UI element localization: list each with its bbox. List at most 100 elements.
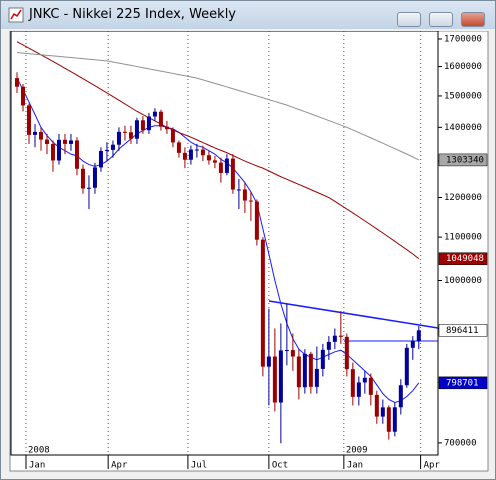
candle-body <box>356 382 361 397</box>
candle-body <box>104 149 109 151</box>
price-tag <box>438 252 488 265</box>
moving-average <box>16 41 420 260</box>
plot-frame <box>10 31 439 456</box>
candle-body <box>380 407 385 417</box>
price-tag-label: 1303340 <box>446 155 484 165</box>
candle-body <box>176 142 181 153</box>
candle-body <box>188 149 193 160</box>
x-tick-label: Jul <box>191 461 207 471</box>
title-bar: JNKC - Nikkei 225 Index, Weekly <box>1 1 495 29</box>
candle-body <box>290 350 295 357</box>
price-tag <box>438 153 488 167</box>
y-tick-label: 1000000 <box>444 276 482 286</box>
x-tick-label: Apr <box>111 461 128 471</box>
candle-body <box>80 168 85 189</box>
candle-body <box>86 187 91 189</box>
candle-body <box>404 347 409 386</box>
candle-body <box>182 152 187 160</box>
y-tick-label: 1500000 <box>444 91 482 101</box>
y-tick-label: 1700000 <box>444 34 482 44</box>
candle-body <box>98 150 103 168</box>
trend-line <box>268 300 439 329</box>
candle-body <box>368 377 373 395</box>
candle-body <box>56 139 61 161</box>
candle-body <box>134 120 139 139</box>
candle-body <box>152 111 157 117</box>
candle-body <box>386 407 391 432</box>
candle-body <box>260 239 265 367</box>
candle-body <box>212 160 217 163</box>
candle-body <box>284 350 289 352</box>
price-tag <box>438 324 488 337</box>
candle-body <box>26 105 31 135</box>
candle-body <box>116 131 121 145</box>
candle-body <box>416 330 421 342</box>
candle-body <box>68 140 73 144</box>
close-button[interactable] <box>461 12 485 27</box>
candle-body <box>110 144 115 150</box>
moving-average <box>16 77 420 403</box>
candle-body <box>314 368 319 387</box>
candle-body <box>350 369 355 397</box>
app-icon <box>8 7 24 23</box>
price-tag-label: 896411 <box>446 326 479 336</box>
candle-body <box>170 129 175 143</box>
candle-body <box>362 377 367 383</box>
candle-body <box>158 111 163 127</box>
moving-average <box>16 52 420 161</box>
year-label: 2008 <box>28 446 50 456</box>
price-tag <box>438 376 488 390</box>
candle-body <box>38 131 43 140</box>
candle-body <box>74 140 79 169</box>
candle-body <box>224 158 229 173</box>
y-tick-label: 1600000 <box>444 62 482 72</box>
year-label: 2009 <box>346 446 368 456</box>
candle-body <box>230 158 235 190</box>
candle-body <box>14 78 19 87</box>
price-tag-label: 798701 <box>446 378 479 388</box>
candle-body <box>248 200 253 202</box>
y-tick-label: 1200000 <box>444 193 482 203</box>
trend-lines <box>268 300 439 342</box>
candle-body <box>398 385 403 408</box>
candle-body <box>122 131 127 133</box>
candle-body <box>326 341 331 350</box>
minimize-button[interactable] <box>397 12 421 27</box>
candle-body <box>410 341 415 348</box>
candle-body <box>272 356 277 403</box>
candle-body <box>206 155 211 161</box>
x-tick-label: Jan <box>29 461 45 471</box>
candle-body <box>92 167 97 188</box>
y-tick-label: 1100000 <box>444 233 482 243</box>
x-tick-label: Jan <box>347 461 363 471</box>
candle-body <box>140 120 145 131</box>
candle-body <box>44 139 49 145</box>
candle-body <box>374 394 379 417</box>
candle-body <box>128 132 133 139</box>
candle-body <box>194 149 199 151</box>
price-tag-label: 1049048 <box>446 254 484 264</box>
candle-body <box>320 349 325 369</box>
x-tick-label: Apr <box>424 461 441 471</box>
candle-body <box>344 336 349 370</box>
candle-body <box>62 139 67 144</box>
candle-body <box>278 350 283 403</box>
candle-body <box>296 356 301 388</box>
candle-body <box>146 116 151 131</box>
chart-background <box>9 31 489 472</box>
y-tick-label: 700000 <box>444 438 477 448</box>
candle-body <box>50 144 55 161</box>
candle-body <box>200 149 205 156</box>
window-title: JNKC - Nikkei 225 Index, Weekly <box>29 7 236 22</box>
candle-body <box>32 131 37 135</box>
x-tick-label: Oct <box>272 461 288 471</box>
candle-body <box>302 353 307 388</box>
candle-body <box>242 189 247 201</box>
candle-body <box>308 353 313 387</box>
y-tick-label: 1400000 <box>444 123 482 133</box>
candle-body <box>392 407 397 432</box>
candle-body <box>338 335 343 337</box>
maximize-button[interactable] <box>429 12 453 27</box>
candle-body <box>164 126 169 130</box>
